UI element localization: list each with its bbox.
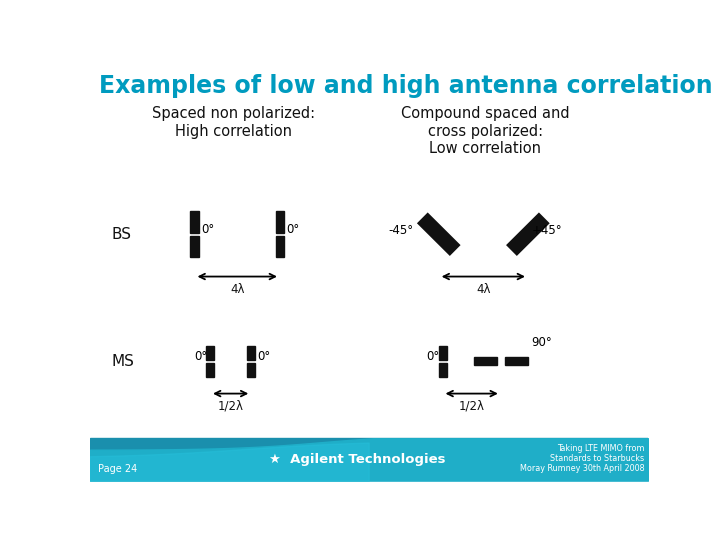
Bar <box>90 438 648 481</box>
Bar <box>190 211 199 233</box>
Bar <box>206 363 214 377</box>
Text: +45°: +45° <box>532 224 562 237</box>
Bar <box>276 211 284 233</box>
Bar <box>505 357 528 365</box>
Text: Spaced non polarized:
High correlation: Spaced non polarized: High correlation <box>152 106 315 139</box>
Text: 0°: 0° <box>258 350 271 363</box>
Text: Taking LTE MIMO from
Standards to Starbucks
Moray Rumney 30th April 2008: Taking LTE MIMO from Standards to Starbu… <box>520 444 644 474</box>
Text: 4λ: 4λ <box>230 283 245 296</box>
Bar <box>276 236 284 257</box>
Text: 0°: 0° <box>426 350 439 363</box>
Text: ★  Agilent Technologies: ★ Agilent Technologies <box>269 453 446 467</box>
Text: BS: BS <box>112 227 132 242</box>
Bar <box>248 346 255 360</box>
Text: MS: MS <box>112 354 135 369</box>
Text: -45°: -45° <box>388 224 413 237</box>
Bar <box>438 363 446 377</box>
Text: 0°: 0° <box>201 223 214 236</box>
Text: 4λ: 4λ <box>476 283 490 296</box>
Text: 1/2λ: 1/2λ <box>217 400 243 413</box>
Text: Page 24: Page 24 <box>98 464 137 475</box>
Bar <box>248 363 255 377</box>
Text: 1/2λ: 1/2λ <box>459 400 485 413</box>
Bar <box>190 236 199 257</box>
Text: 0°: 0° <box>286 223 300 236</box>
Text: Compound spaced and
cross polarized:
Low correlation: Compound spaced and cross polarized: Low… <box>401 106 570 156</box>
Bar <box>474 357 497 365</box>
Text: Examples of low and high antenna correlation: Examples of low and high antenna correla… <box>99 74 713 98</box>
Bar <box>206 346 214 360</box>
Text: 90°: 90° <box>532 335 552 348</box>
Bar <box>438 346 446 360</box>
Text: 0°: 0° <box>194 350 207 363</box>
